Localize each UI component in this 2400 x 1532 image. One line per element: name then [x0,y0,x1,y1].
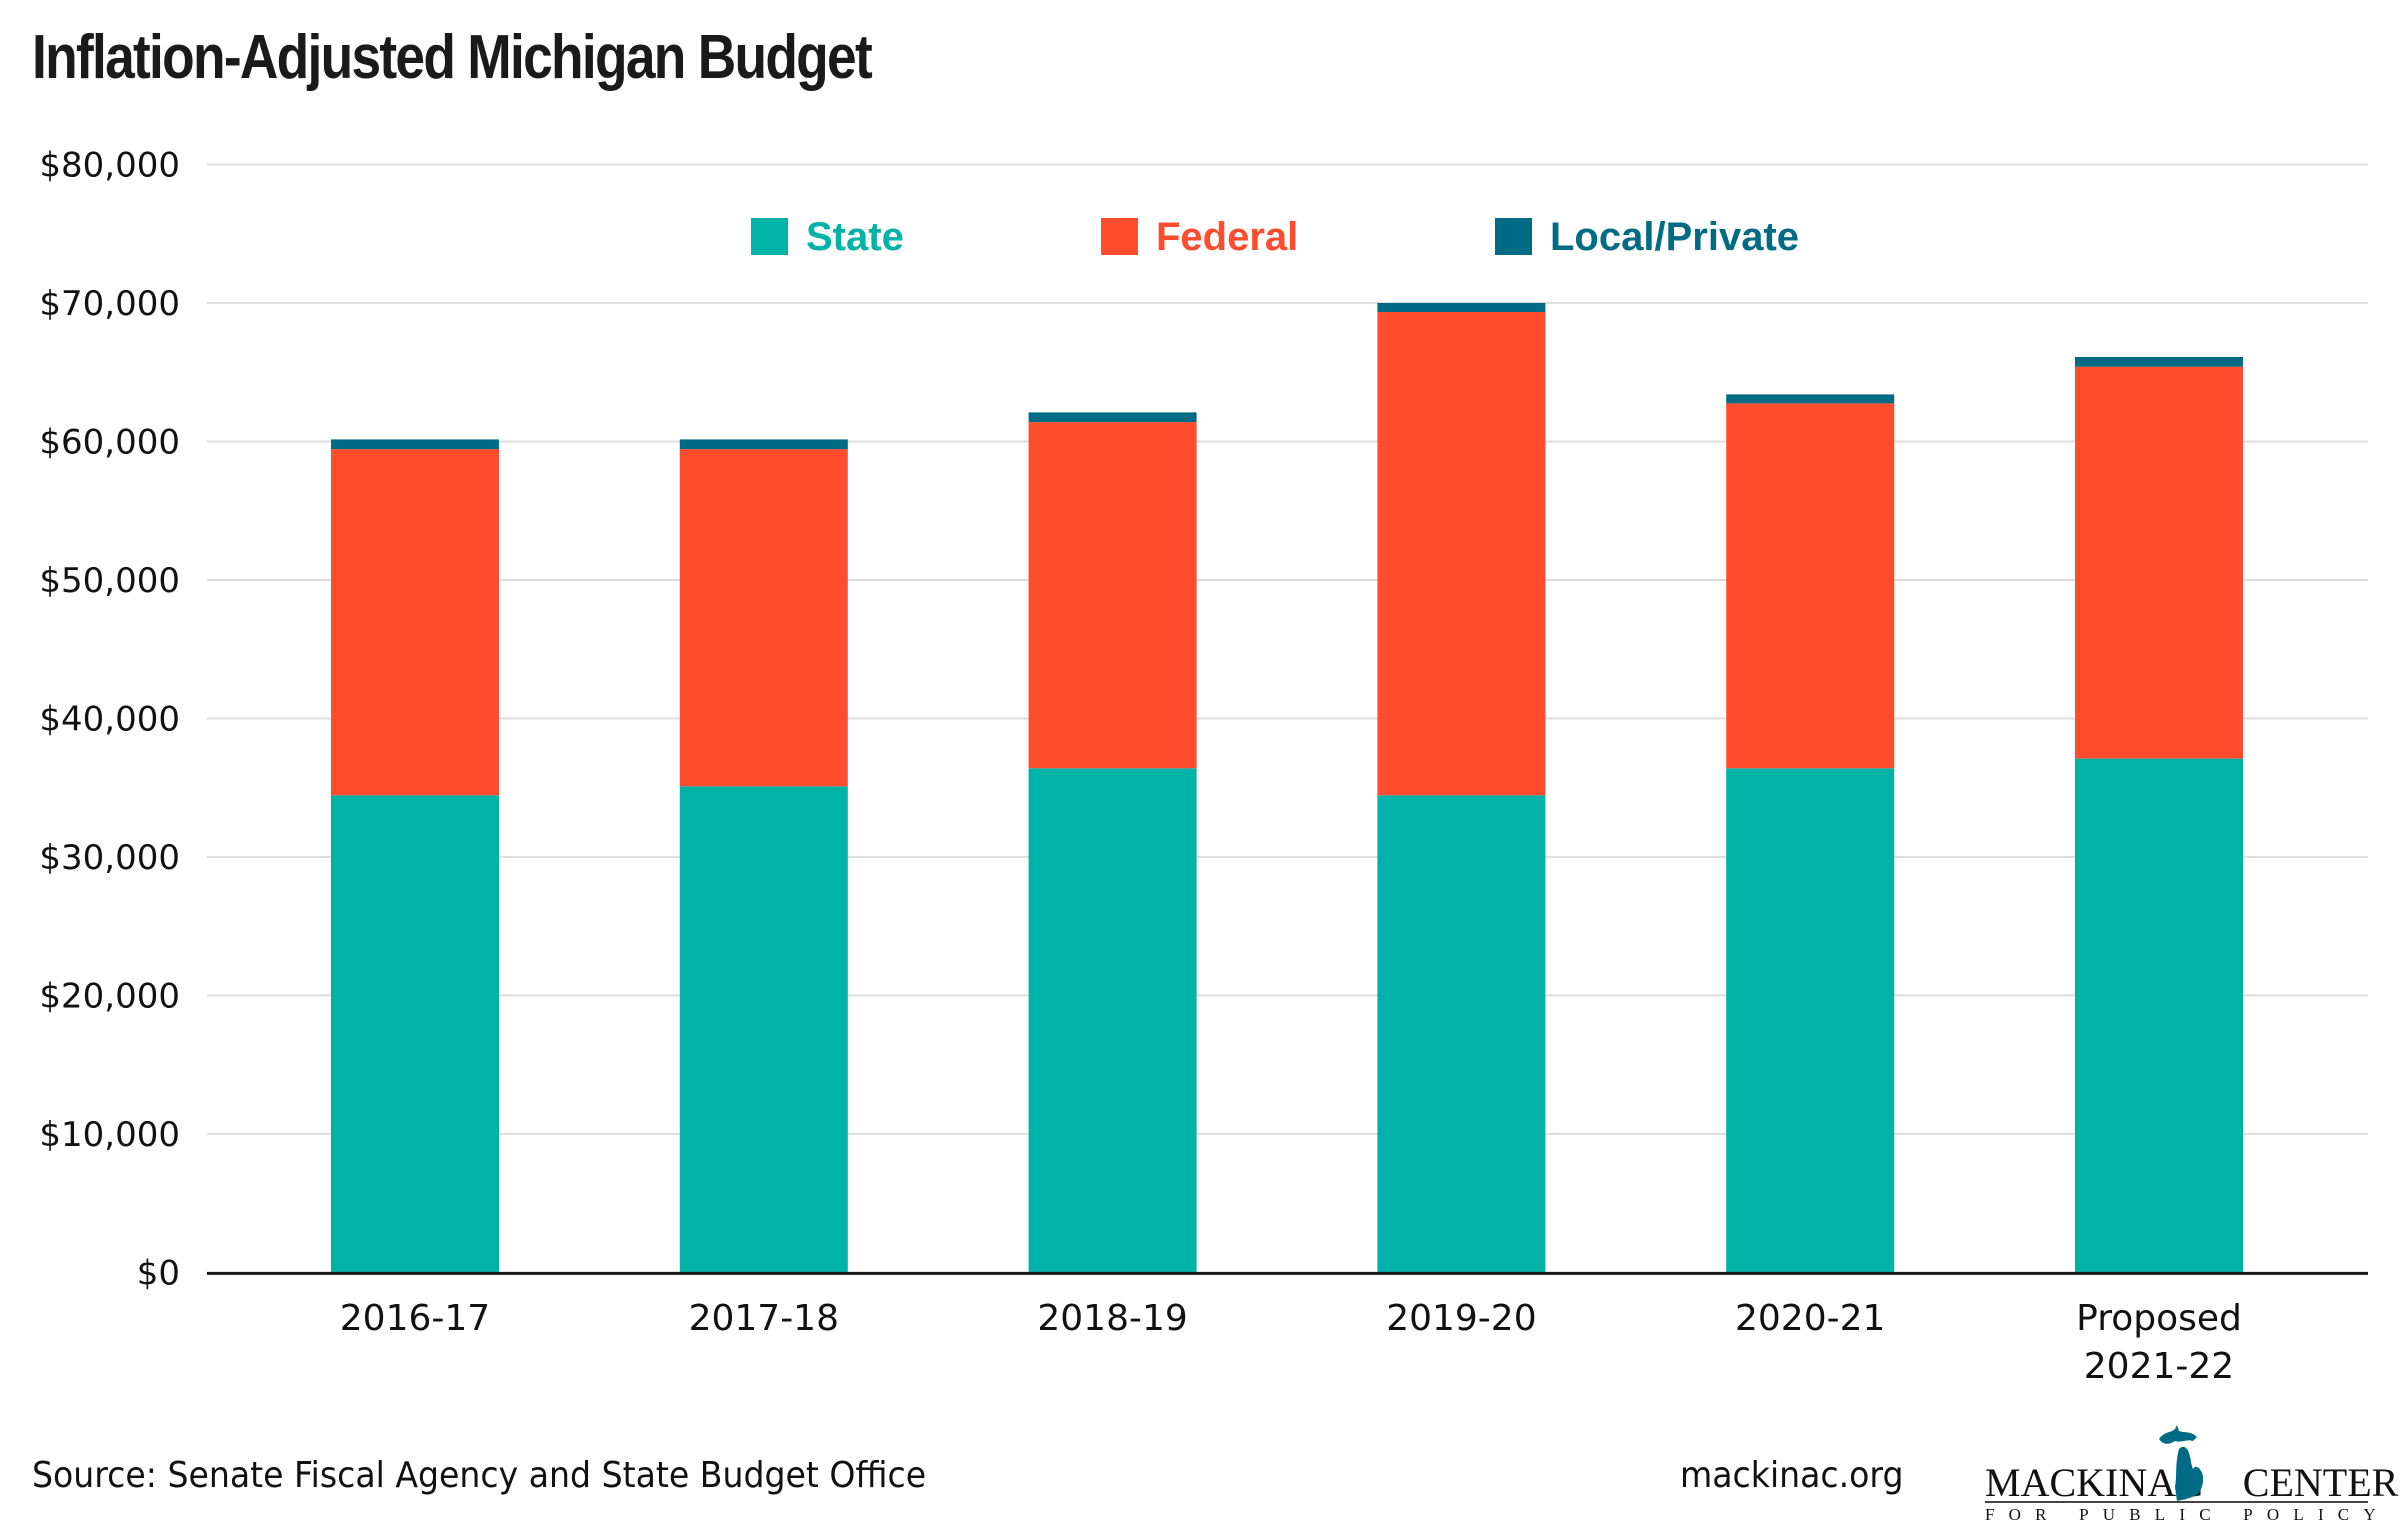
x-tick-label: Proposed [2076,1298,2242,1339]
mackinac-center-logo: MACKINAC CENTER FOR PUBLIC POLICY [1985,1425,2398,1524]
y-tick-label: $20,000 [39,976,180,1016]
legend-swatch [1495,218,1532,255]
logo-divider [1985,1501,2368,1503]
bar-stack [331,439,499,1273]
bar-segment-state [1726,768,1895,1273]
bar-segment-federal [1726,403,1895,769]
y-axis-ticks: $0 $10,000 $20,000 $30,000 $40,000 $50,000 $60… [39,146,180,1294]
x-tick-label: 2018-19 [1037,1298,1187,1339]
legend-swatch [751,218,788,255]
website-link[interactable]: mackinac.org [1680,1455,1904,1496]
bar-stack [2075,356,2243,1273]
legend-label: Federal [1156,215,1298,259]
bar-segment-state [331,795,499,1273]
source-note: Source: Senate Fiscal Agency and State B… [32,1455,927,1496]
gridlines [207,163,2368,1135]
logo-name: MACKINAC CENTER [1985,1459,2398,1506]
y-tick-label: $30,000 [39,838,180,878]
legend: State Federal Local/Private [751,215,1799,259]
logo-tagline: FOR PUBLIC POLICY [1985,1505,2390,1524]
bar-segment-federal [331,449,499,796]
y-tick-label: $50,000 [39,561,180,601]
bar-stack [1726,394,1895,1273]
bars [331,302,2243,1273]
x-tick-label: 2021-22 [2084,1346,2234,1387]
bar-segment-state [2075,758,2243,1273]
bar-stack [1377,302,1546,1273]
bar-stack [679,439,848,1273]
bar-segment-local-private [331,439,499,450]
y-tick-label: $70,000 [39,284,180,324]
legend-item: Local/Private [1495,215,1799,259]
x-axis-ticks: 2016-17 2017-18 2018-19 2019-20 2020-21 Propo… [340,1298,2242,1387]
y-tick-label: $40,000 [39,699,180,739]
bar-segment-local-private [1726,394,1895,404]
x-tick-label: 2016-17 [340,1298,490,1339]
bar-segment-local-private [1028,412,1197,423]
bar-segment-federal [1377,311,1546,796]
michigan-map-icon [2159,1425,2204,1501]
bar-segment-state [1377,795,1546,1273]
bar-segment-state [679,786,848,1273]
logo-name-right: CENTER [2242,1460,2399,1505]
chart-title: Inflation-Adjusted Michigan Budget [32,23,873,92]
y-tick-label: $60,000 [39,422,180,462]
legend-swatch [1101,218,1138,255]
bar-segment-state [1028,768,1197,1273]
bar-segment-federal [2075,366,2243,759]
legend-label: State [806,215,904,259]
bar-segment-local-private [1377,302,1546,312]
logo-name-left: MACKINAC [1985,1460,2203,1505]
y-tick-label: $10,000 [39,1115,180,1155]
legend-label: Local/Private [1550,215,1799,259]
x-tick-label: 2017-18 [689,1298,839,1339]
legend-item: Federal [1101,215,1298,259]
bar-segment-local-private [2075,356,2243,367]
bar-segment-local-private [679,439,848,450]
y-tick-label: $0 [137,1253,180,1293]
legend-item: State [751,215,904,259]
x-tick-label: 2020-21 [1735,1298,1885,1339]
bar-segment-federal [679,449,848,787]
bar-stack [1028,412,1197,1273]
x-tick-label: 2019-20 [1386,1298,1536,1339]
bar-segment-federal [1028,422,1197,769]
y-tick-label: $80,000 [39,146,180,186]
